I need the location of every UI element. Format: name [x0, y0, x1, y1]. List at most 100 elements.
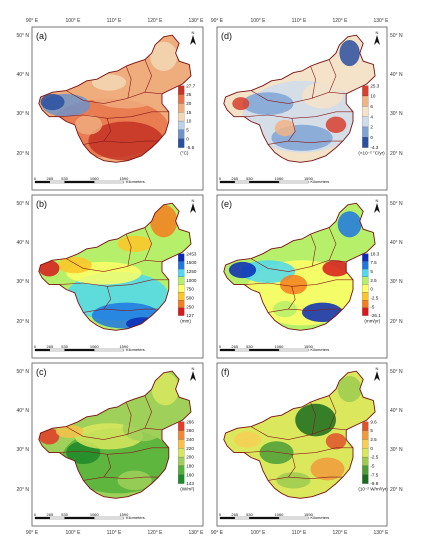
subbasin-boundary [83, 476, 159, 481]
value-zone [295, 403, 336, 437]
scale-tick: 265 [231, 176, 238, 181]
value-zone [117, 235, 152, 253]
scale-segment [219, 348, 235, 352]
subbasin-boundary [144, 227, 153, 261]
value-zone [40, 93, 65, 111]
legend-label: 127 [186, 313, 194, 318]
region-outline [223, 370, 376, 499]
subbasin-boundary [288, 118, 296, 142]
subbasin-boundary [103, 454, 112, 478]
value-zone [339, 40, 360, 67]
legend-unit: (×10⁻² °C/yr) [358, 151, 385, 156]
map-panel-c: (c) N 266 260 240 220 200 180 160 143(W/m²) 0 265 53… [31, 362, 204, 527]
legend-label: 500 [186, 296, 194, 301]
subbasin-boundary [244, 279, 353, 287]
legend-swatch [178, 269, 185, 278]
top-right-lon-label: 110° E [292, 18, 307, 24]
north-arrow-icon [190, 35, 196, 45]
scale-segment [249, 180, 280, 184]
legend-swatch [362, 276, 369, 285]
map-panel-a: (a) N 27.7 25 20 15 10 5 0 -5.6(°C) 0 265 530 1060 159… [31, 26, 204, 191]
scale-tick: 530 [61, 512, 68, 517]
scale-unit: Kilometers [126, 515, 145, 520]
subbasin-boundary [59, 447, 169, 455]
bottom-right-lon-label: 100° E [250, 530, 266, 536]
legend-label: 1000 [186, 278, 197, 283]
scale-tick: 265 [231, 344, 238, 349]
value-zone [322, 260, 350, 277]
subbasin-boundary [267, 476, 343, 481]
north-symbol: N [192, 30, 195, 35]
legend-swatch [178, 430, 185, 440]
legend-unit: (10⁻² W/m²/yr) [358, 487, 388, 492]
right-lat-label: 20° N [390, 487, 403, 493]
top-left-lon-label: 100° E [65, 18, 81, 24]
scale-segment [94, 348, 125, 352]
legend-label: 2.5 [370, 278, 377, 283]
top-left-lon-label: 130° E [188, 18, 204, 24]
legend-swatch [178, 253, 185, 262]
legend-swatch [362, 126, 369, 138]
map-panel-d: (d) N 25.3 10 6 4 2 0 -4.3(×10⁻² °C/yr) 0 265 530 10… [216, 26, 388, 191]
value-zone [149, 204, 178, 238]
scale-segment [249, 516, 280, 520]
legend-swatch [178, 284, 185, 293]
legend-label: 4 [370, 114, 373, 119]
legend-swatch [178, 120, 185, 131]
legend-label: 1250 [186, 269, 197, 274]
value-zone [234, 431, 262, 448]
bottom-right-lon-label: 110° E [292, 530, 307, 536]
scale-tick: 1060 [275, 344, 285, 349]
legend-label: 250 [186, 304, 194, 309]
top-left-lon-label: 120° E [147, 18, 163, 24]
panel-label: (e) [221, 199, 232, 209]
legend-swatch [362, 284, 369, 293]
legend-swatch [178, 261, 185, 270]
scale-segment [64, 180, 95, 184]
legend-label: 15 [186, 110, 192, 115]
panel-label: (c) [36, 367, 47, 377]
subbasin-boundary [328, 59, 337, 93]
scale-segment [219, 180, 235, 184]
subbasin-boundary [310, 401, 316, 435]
subbasin-boundary [144, 395, 153, 429]
north-arrow-icon [190, 203, 196, 213]
legend-label: 240 [186, 437, 194, 442]
scale-segment [94, 516, 125, 520]
scale-segment [278, 180, 309, 184]
north-symbol: N [192, 366, 195, 371]
subbasin-boundary [250, 426, 347, 440]
legend-unit: (°C) [180, 151, 189, 156]
scale-tick: 1590 [119, 512, 129, 517]
subbasin-boundary [244, 447, 353, 455]
legend-label: 10 [370, 94, 376, 99]
scale-tick: 530 [246, 344, 253, 349]
scale-tick: 265 [47, 176, 54, 181]
panel-label: (a) [36, 31, 47, 41]
legend-label: -5 [370, 304, 375, 309]
right-lat-label: 20° N [390, 319, 403, 325]
right-lat-label: 20° N [390, 151, 403, 157]
scale-unit: Kilometers [310, 515, 329, 520]
bottom-left-lon-label: 110° E [107, 530, 122, 536]
legend-swatch [362, 95, 369, 107]
value-zone [117, 470, 152, 491]
legend-label: 2453 [186, 251, 197, 256]
legend-swatch [178, 138, 185, 148]
legend-label: 220 [186, 446, 194, 451]
bottom-right-lon-label: 120° E [332, 530, 348, 536]
legend: 9.6 5 2.5 0 -2.5 -5 -7.5 -9.8(10⁻² W/m²/yr) [358, 419, 388, 491]
left-lat-label: 50° N [16, 33, 29, 39]
legend: 2453 1500 1250 1000 750 500 250 127(mm) [178, 251, 197, 324]
scale-segment [64, 516, 95, 520]
right-lat-label: 40° N [390, 72, 403, 78]
legend-label: 7.5 [370, 260, 377, 265]
subbasin-boundary [66, 258, 163, 272]
top-right-lon-label: 90° E [211, 18, 224, 24]
subbasin-boundary [59, 279, 169, 287]
legend-label: 180 [186, 464, 194, 469]
scale-tick: 1060 [275, 512, 285, 517]
